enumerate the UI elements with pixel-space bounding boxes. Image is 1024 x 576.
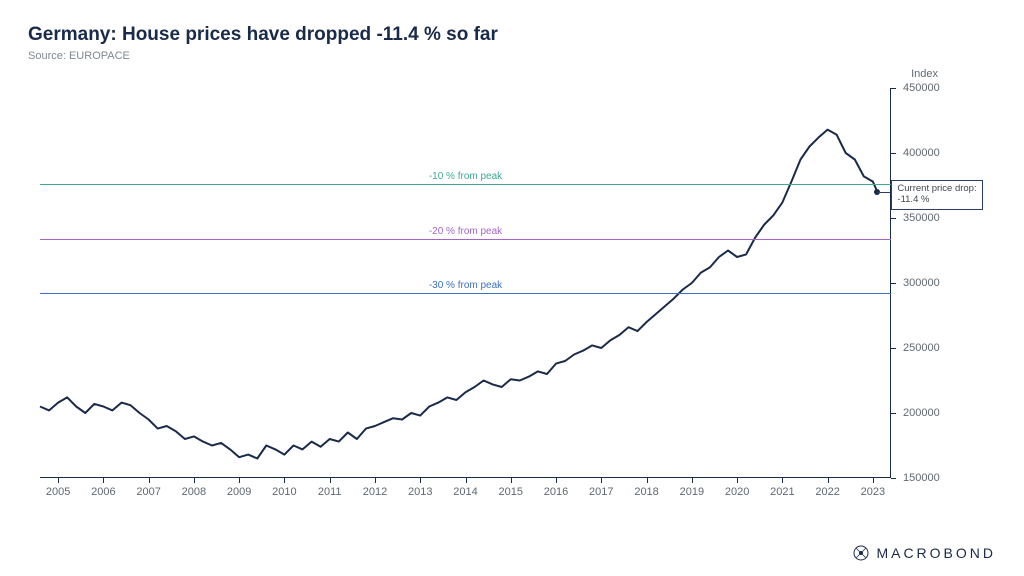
plot-area: 1500002000002500003000003500004000004500…	[40, 88, 891, 478]
callout-line2: -11.4 %	[897, 195, 976, 206]
y-axis-title: Index	[911, 68, 938, 80]
x-tick-label: 2021	[770, 486, 794, 498]
y-tick-label: 200000	[903, 407, 940, 419]
x-tick	[873, 478, 874, 483]
x-tick	[239, 478, 240, 483]
x-tick	[556, 478, 557, 483]
x-tick-label: 2008	[182, 486, 206, 498]
y-tick	[891, 348, 896, 349]
x-tick	[828, 478, 829, 483]
x-tick	[375, 478, 376, 483]
x-tick-label: 2012	[363, 486, 387, 498]
x-tick-label: 2013	[408, 486, 432, 498]
x-tick	[466, 478, 467, 483]
x-tick	[103, 478, 104, 483]
y-tick	[891, 413, 896, 414]
x-tick	[601, 478, 602, 483]
y-tick	[891, 153, 896, 154]
chart-title: Germany: House prices have dropped -11.4…	[28, 24, 996, 46]
x-tick	[330, 478, 331, 483]
y-tick	[891, 88, 896, 89]
x-tick-label: 2022	[815, 486, 839, 498]
y-tick	[891, 478, 896, 479]
y-tick-label: 450000	[903, 82, 940, 94]
x-tick-label: 2005	[46, 486, 70, 498]
x-tick-label: 2016	[544, 486, 568, 498]
callout-leader	[877, 192, 891, 193]
y-tick-label: 150000	[903, 472, 940, 484]
x-tick	[149, 478, 150, 483]
y-tick	[891, 218, 896, 219]
x-tick	[511, 478, 512, 483]
x-tick	[692, 478, 693, 483]
x-tick-label: 2019	[680, 486, 704, 498]
y-tick-label: 400000	[903, 147, 940, 159]
x-tick	[737, 478, 738, 483]
x-tick-label: 2014	[453, 486, 477, 498]
x-tick-label: 2015	[499, 486, 523, 498]
logo-icon	[852, 544, 870, 562]
reference-line	[40, 239, 891, 240]
x-tick-label: 2017	[589, 486, 613, 498]
x-tick	[194, 478, 195, 483]
logo-text: MACROBOND	[876, 545, 996, 561]
plot-wrap: Index 1500002000002500003000003500004000…	[28, 66, 996, 504]
x-tick	[782, 478, 783, 483]
x-tick-label: 2011	[318, 486, 342, 498]
y-tick-label: 300000	[903, 277, 940, 289]
x-tick	[647, 478, 648, 483]
callout-box: Current price drop:-11.4 %	[891, 180, 982, 210]
x-tick	[58, 478, 59, 483]
y-tick-label: 250000	[903, 342, 940, 354]
x-tick	[284, 478, 285, 483]
x-tick-label: 2020	[725, 486, 749, 498]
reference-line-label: -30 % from peak	[429, 280, 502, 293]
y-tick	[891, 283, 896, 284]
x-tick-label: 2010	[272, 486, 296, 498]
x-tick-label: 2018	[634, 486, 658, 498]
logo: MACROBOND	[852, 544, 996, 562]
reference-line-label: -20 % from peak	[429, 226, 502, 239]
reference-line	[40, 293, 891, 294]
reference-line-label: -10 % from peak	[429, 171, 502, 184]
reference-line	[40, 184, 891, 185]
y-tick-label: 350000	[903, 212, 940, 224]
x-tick-label: 2007	[136, 486, 160, 498]
x-tick-label: 2006	[91, 486, 115, 498]
x-tick-label: 2023	[861, 486, 885, 498]
x-tick	[420, 478, 421, 483]
x-tick-label: 2009	[227, 486, 251, 498]
chart-source: Source: EUROPACE	[28, 50, 996, 62]
